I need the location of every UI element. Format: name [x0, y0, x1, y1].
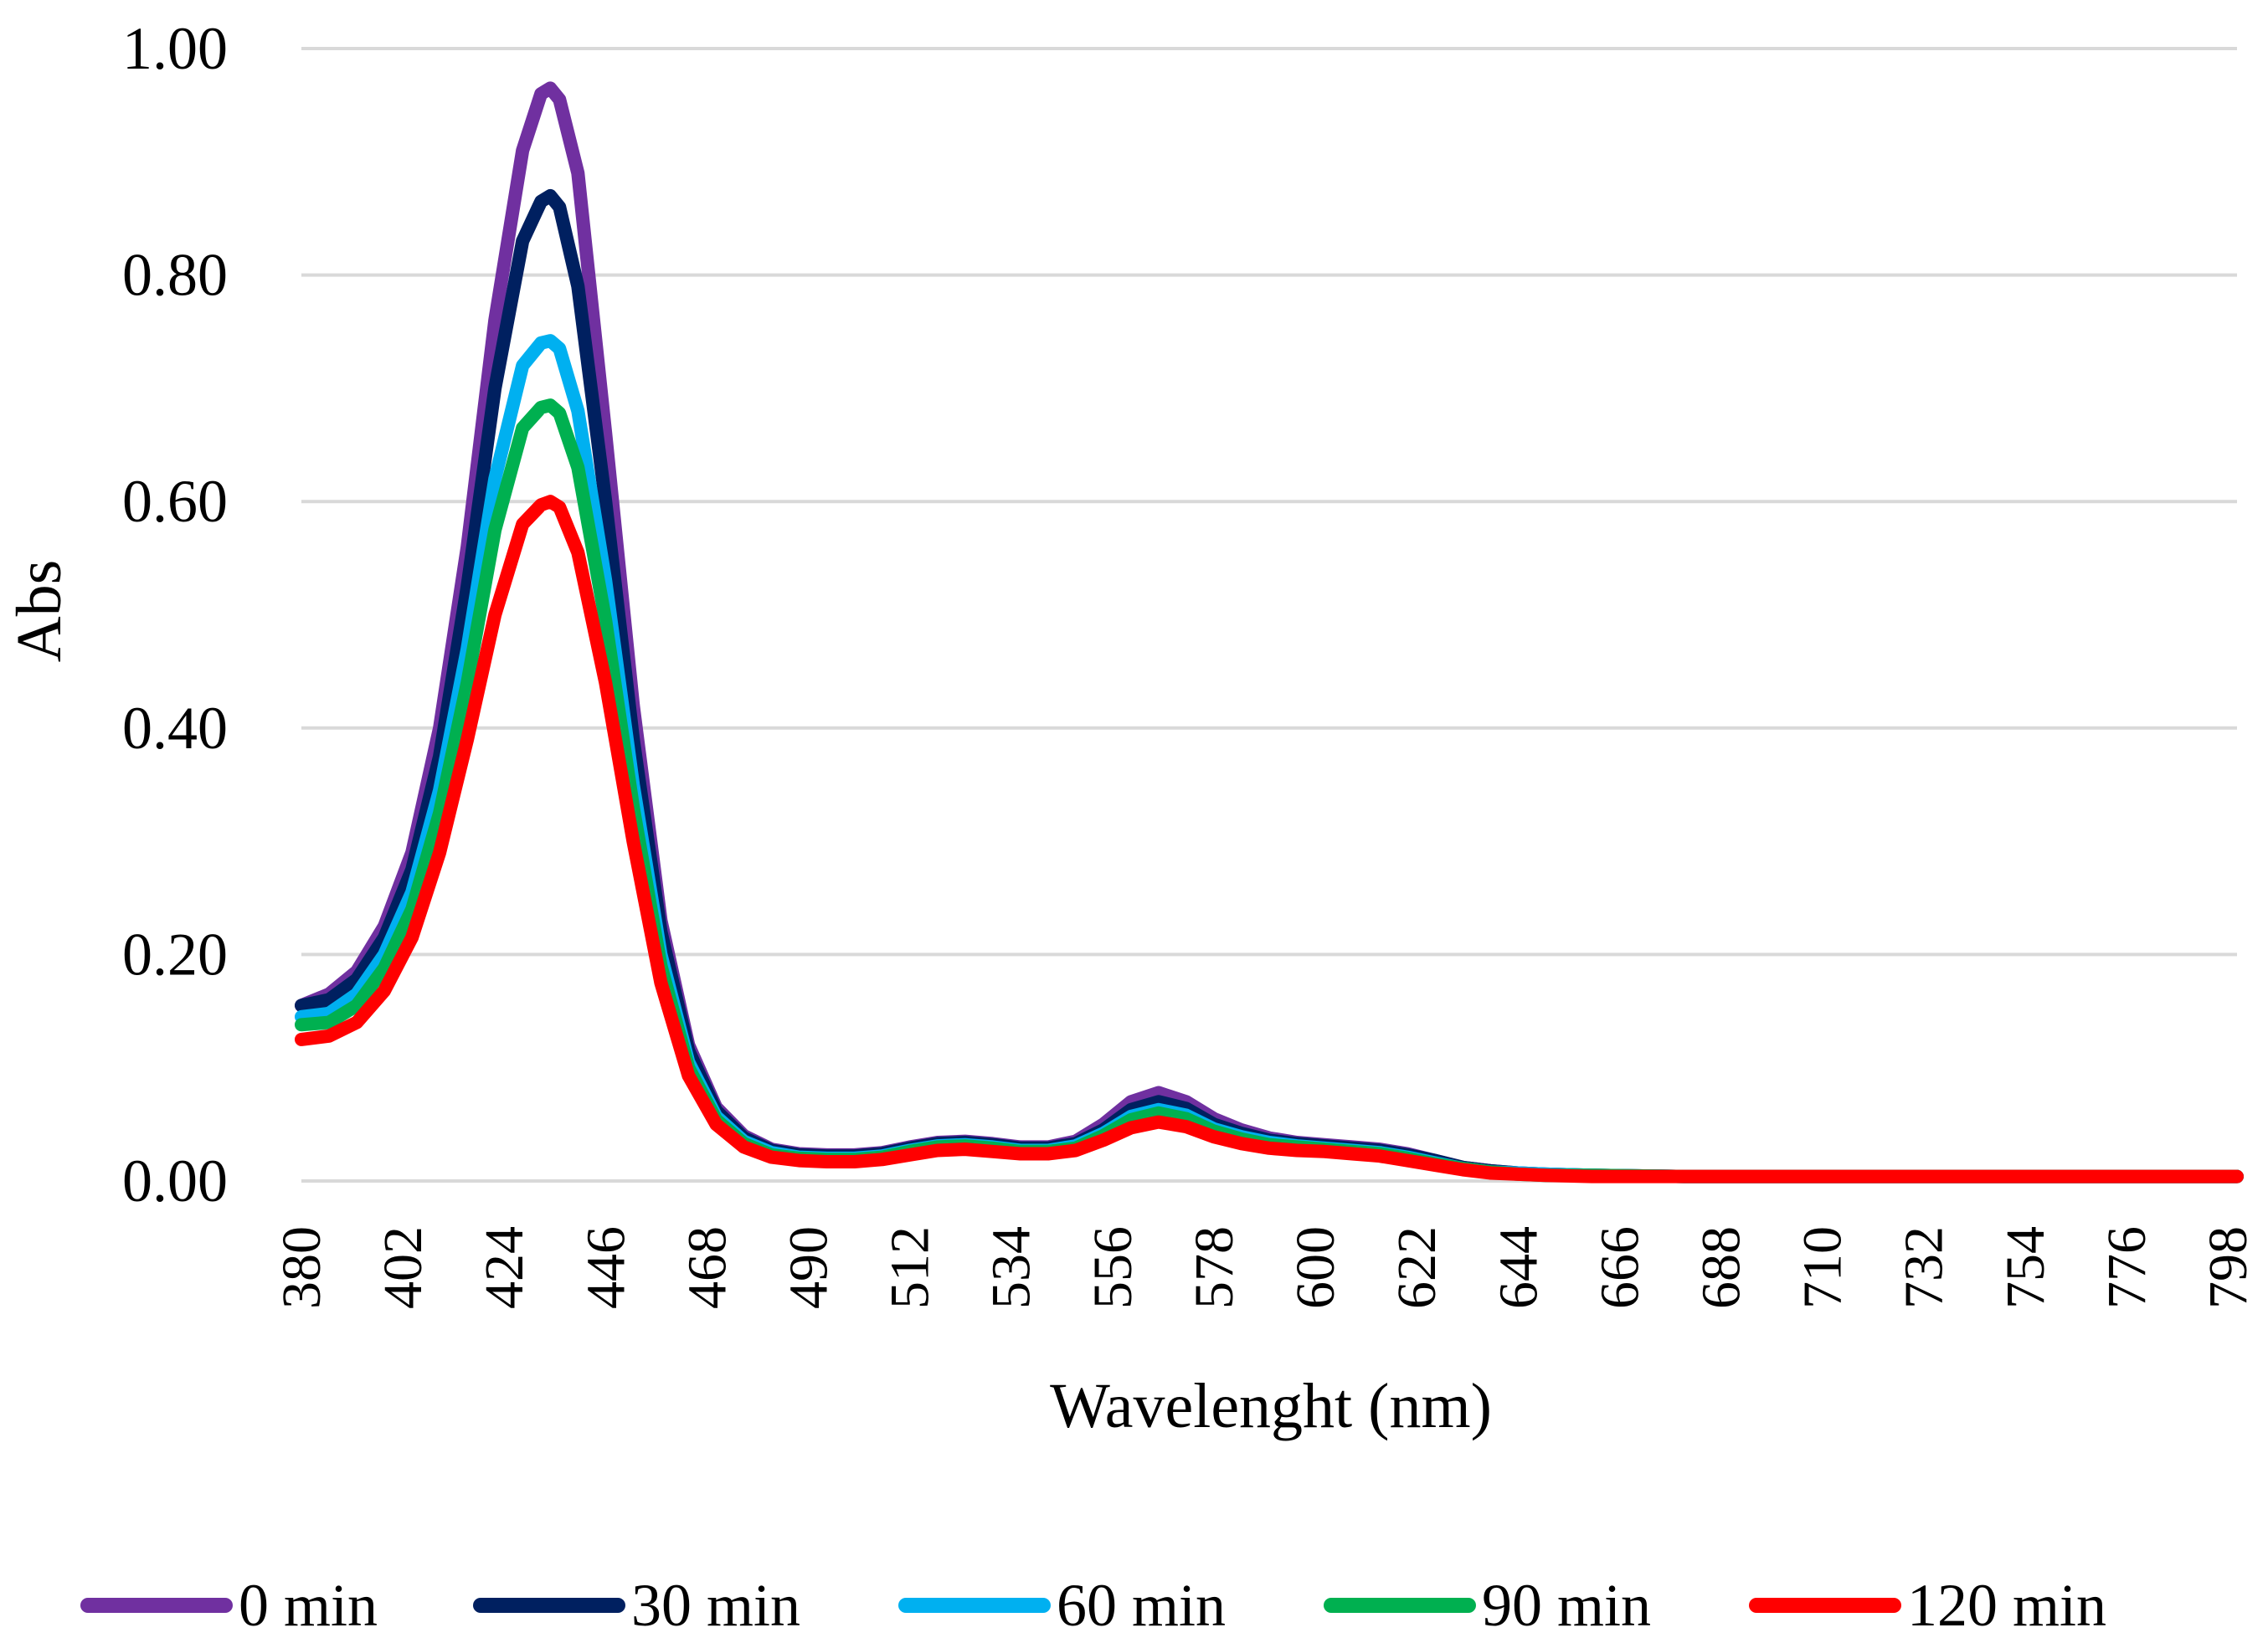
x-tick-label: 512 — [880, 1226, 941, 1309]
x-axis-ticks: 380 402 424 446 468 490 512 534 556 578 600 622 644 6… — [271, 1226, 2259, 1309]
x-tick-label: 578 — [1184, 1226, 1245, 1309]
x-tick-label: 776 — [2096, 1226, 2157, 1309]
series-lines — [295, 81, 2244, 1183]
y-axis-title: Abs — [4, 560, 75, 662]
x-axis-title: Wavelenght (nm) — [1050, 1371, 1492, 1441]
series-line-60-min — [295, 334, 2244, 1183]
legend: 0 min 30 min 60 min 90 min 120 min — [80, 1572, 2106, 1639]
x-tick-label: 754 — [1995, 1226, 2056, 1309]
legend-label: 30 min — [631, 1572, 800, 1639]
y-tick-label: 0.60 — [122, 468, 228, 535]
y-tick-label: 0.40 — [122, 695, 228, 762]
y-tick-label: 0.00 — [122, 1148, 228, 1214]
x-tick-label: 402 — [373, 1226, 434, 1309]
x-tick-label: 622 — [1386, 1226, 1448, 1309]
x-tick-label: 688 — [1690, 1226, 1751, 1309]
x-tick-label: 600 — [1285, 1226, 1346, 1309]
x-tick-label: 798 — [2198, 1226, 2259, 1309]
x-tick-label: 732 — [1894, 1226, 1955, 1309]
y-tick-label: 0.80 — [122, 242, 228, 309]
x-tick-label: 490 — [779, 1226, 840, 1309]
x-tick-label: 534 — [981, 1226, 1042, 1309]
legend-label: 60 min — [1057, 1572, 1226, 1639]
x-tick-label: 556 — [1083, 1226, 1144, 1309]
y-tick-label: 0.20 — [122, 921, 228, 988]
legend-label: 0 min — [239, 1572, 378, 1639]
legend-label: 120 min — [1907, 1572, 2106, 1639]
y-tick-label: 1.00 — [122, 15, 228, 82]
x-tick-label: 710 — [1792, 1226, 1854, 1309]
x-tick-label: 424 — [474, 1226, 535, 1309]
x-tick-label: 468 — [676, 1226, 738, 1309]
x-tick-label: 666 — [1589, 1226, 1650, 1309]
x-tick-label: 446 — [575, 1226, 636, 1309]
series-line-90-min — [295, 398, 2244, 1183]
series-line-120-min — [295, 495, 2244, 1183]
x-tick-label: 644 — [1488, 1226, 1549, 1309]
y-axis-ticks: 0.00 0.20 0.40 0.60 0.80 1.00 — [122, 15, 228, 1214]
x-tick-label: 380 — [271, 1226, 332, 1309]
series-line-30-min — [295, 188, 2244, 1183]
legend-label: 90 min — [1482, 1572, 1651, 1639]
